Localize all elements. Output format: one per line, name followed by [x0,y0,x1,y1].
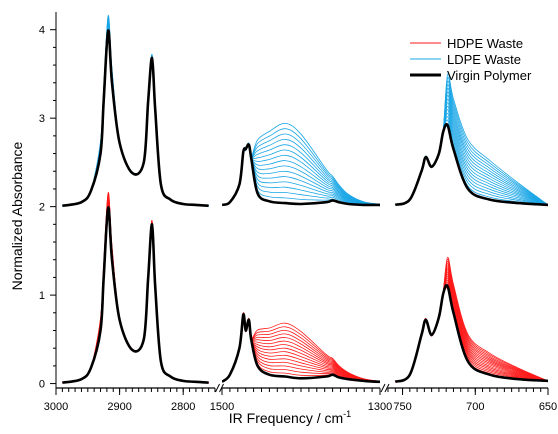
x-tick-label: 3000 [44,401,68,413]
virgin-polymer-trace-hdpe [394,283,548,384]
ldpe-waste-trace [62,29,209,207]
hdpe-waste-trace [62,201,209,384]
hdpe-waste-trace [62,198,209,384]
hdpe-waste-trace [62,204,209,384]
legend: HDPE Waste LDPE Waste Virgin Polymer [410,36,532,83]
ldpe-waste-trace [395,80,548,206]
ldpe-waste-trace [62,28,209,207]
hdpe-waste-trace [62,208,209,384]
hdpe-waste-trace [62,203,209,384]
x-axis-label-unit-exponent: -1 [343,409,351,419]
ldpe-waste-trace [62,26,209,207]
x-axis-label: IR Frequency / cm-1 [229,409,351,426]
x-axis: 3000 2900 2800 1500 1300 750 700 650 [44,383,557,413]
x-axis-label-text: IR Frequency / cm [229,410,343,426]
ldpe-waste-trace [222,145,380,206]
x-tick-label: 1300 [368,401,392,413]
ldpe-waste-trace [222,143,380,206]
axis-break-mark [380,383,386,393]
axis-break-mark [215,383,220,393]
virgin-polymer-trace-hdpe [62,206,209,384]
x-tick-label: 650 [539,401,557,413]
y-tick-label: 0 [39,379,45,391]
hdpe-waste-trace [62,195,209,384]
virgin-polymer-trace-ldpe [394,122,548,207]
ldpe-waste-trace [62,24,209,207]
legend-label-hdpe: HDPE Waste [447,36,523,51]
ldpe-waste-trace [222,145,380,206]
hdpe-waste-trace [62,211,209,384]
hdpe-waste-trace [395,265,548,383]
ldpe-waste-trace [62,18,209,207]
y-axis: 0 1 2 3 4 [39,12,57,391]
ldpe-waste-trace [62,21,209,207]
y-tick-label: 3 [39,113,45,125]
hdpe-waste-trace [62,206,209,384]
ldpe-waste-trace [222,144,380,206]
ldpe-waste-trace [62,17,209,207]
ldpe-waste-trace [62,31,209,207]
hdpe-waste-trace [395,263,548,383]
virgin-polymer-trace-ldpe [62,29,209,208]
ldpe-waste-trace [222,122,380,206]
x-tick-label: 1500 [210,401,234,413]
ldpe-waste-trace [62,25,209,207]
ldpe-waste-trace [62,16,209,207]
ldpe-waste-trace [62,20,209,207]
y-tick-label: 1 [39,290,45,302]
hdpe-waste-trace [62,194,209,384]
y-tick-label: 4 [39,25,45,37]
x-tick-label: 2800 [171,401,195,413]
x-tick-label: 700 [466,401,484,413]
hdpe-waste-trace [62,202,209,384]
y-axis-label: Normalized Absorbance [9,141,25,290]
ldpe-waste-trace [222,145,380,206]
ldpe-waste-trace [62,22,209,207]
ldpe-waste-trace [62,34,209,207]
ldpe-waste-trace [395,73,548,206]
legend-label-ldpe: LDPE Waste [447,52,521,67]
ldpe-waste-trace [222,144,380,206]
x-tick-label: 750 [393,401,411,413]
hdpe-waste-trace [62,210,209,384]
hdpe-waste-trace [62,199,209,384]
hdpe-waste-trace [62,197,209,384]
hdpe-waste-trace [62,207,209,384]
ldpe-waste-trace [395,76,548,206]
spectra-traces [62,15,548,384]
ldpe-waste-trace [222,144,380,206]
virgin-polymer-trace-hdpe [222,313,380,384]
ldpe-waste-trace [62,30,209,207]
legend-label-virgin: Virgin Polymer [447,68,532,83]
hdpe-waste-trace [62,193,209,384]
ldpe-waste-trace [222,144,380,206]
ldpe-waste-trace [222,143,380,206]
ldpe-waste-trace [62,15,209,207]
axis-break-mark [384,383,390,393]
y-tick-label: 2 [39,202,45,214]
x-tick-label: 2900 [107,401,131,413]
ldpe-waste-trace [222,144,380,206]
ldpe-waste-trace [62,33,209,207]
axis-break-mark [219,383,224,393]
ldpe-waste-trace [222,133,380,206]
hdpe-waste-trace [62,192,209,384]
virgin-polymer-trace-ldpe [222,143,380,207]
